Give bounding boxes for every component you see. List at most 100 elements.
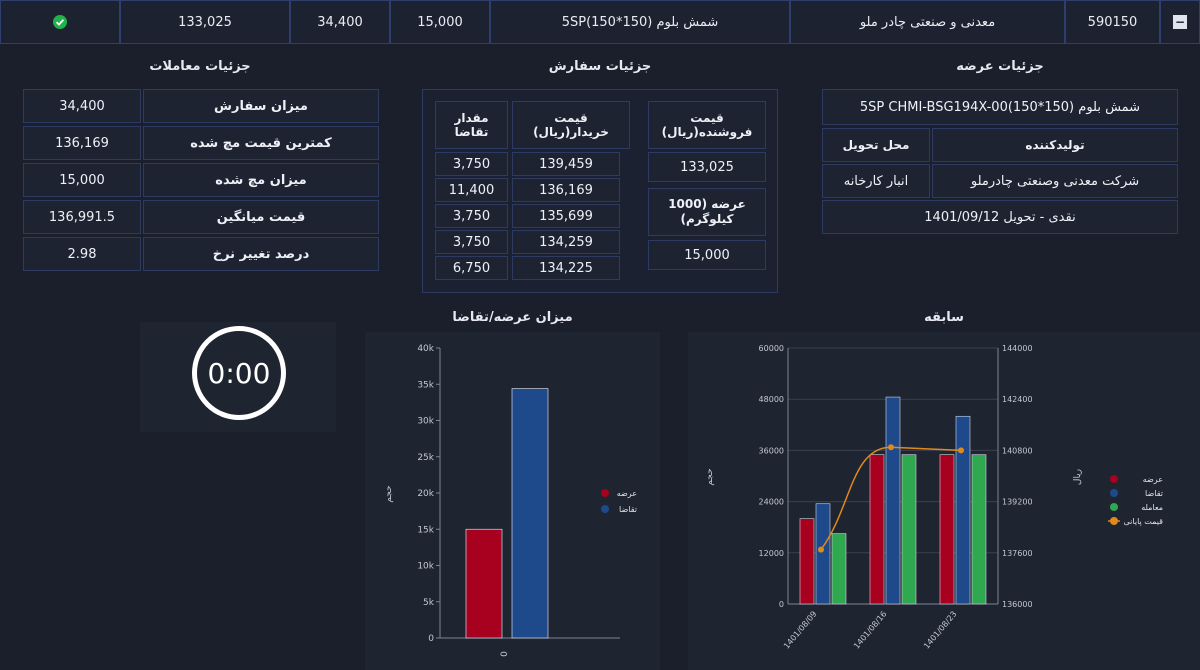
order-row-qty: 3,750 [435,152,508,176]
y2-tick-label: 142400 [1002,395,1033,404]
legend-marker [1110,489,1118,497]
y2-tick-label: 144000 [1002,344,1033,353]
legend-marker [1110,517,1118,525]
y2-tick-label: 140800 [1002,446,1033,455]
summary-supply: 15,000 [390,0,490,44]
history-title: سابقه [924,310,964,325]
x-tick-label: 1401/08/16 [852,610,889,651]
history-bar[interactable] [971,454,987,605]
bar-demand[interactable] [511,388,549,639]
history-chart: 0 12000 24000 36000 48000 60000 136000 137600 13… [705,344,1164,651]
y-tick-label: 0 [428,634,434,644]
history-bar[interactable] [869,454,885,605]
order-row-price: 134,225 [512,256,620,280]
y-tick-label: 20k [417,489,434,499]
status-cell [0,0,120,44]
x-tick-label: 1401/08/09 [782,610,819,651]
legend-marker [601,505,609,513]
legend-marker [1110,503,1118,511]
price-point[interactable] [958,447,964,454]
legend-label[interactable]: تقاضا [1145,489,1163,498]
y-axis-label: حجم [705,468,715,485]
producer-header: تولیدکننده [932,128,1178,162]
delivery-header: محل تحویل [822,128,930,162]
seller-price-value: 133,025 [648,152,766,182]
summary-demand: 34,400 [290,0,390,44]
legend-label[interactable]: قیمت پایانی [1124,517,1164,526]
qty-header: مقدار تقاضا [435,101,508,149]
history-chart-panel: 0 12000 24000 36000 48000 60000 136000 137600 13… [688,332,1200,670]
seller-price-header: قیمت فروشنده(ریال) [648,101,766,149]
trade-row-value: 136,169 [23,126,141,160]
trade-row-value: 15,000 [23,163,141,197]
legend-marker [1110,475,1118,483]
price-point[interactable] [818,546,824,553]
y2-tick-label: 139200 [1002,498,1033,507]
offer-product: 5SP CHMI-BSG194X-00(150*150) شمش بلوم [822,89,1178,125]
trade-row-value: 34,400 [23,89,141,123]
supply-value: 15,000 [648,240,766,270]
y-axis-label: حجم [384,485,394,502]
y-tick-label: 48000 [759,395,784,404]
y-tick-label: 24000 [759,498,784,507]
summary-symbol: 590150 [1065,0,1160,44]
trade-row-label: کمترین قیمت مچ شده [143,126,379,160]
trade-row-label: درصد تغییر نرخ [143,237,379,271]
producer-value: شرکت معدنی وصنعتی چادرملو [932,164,1178,198]
x-tick-label: 0 [500,651,510,657]
y-tick-label: 30k [417,417,434,427]
y2-tick-label: 137600 [1002,549,1033,558]
history-bar[interactable] [815,503,831,605]
order-row-qty: 3,750 [435,204,508,228]
bar-supply[interactable] [465,528,503,639]
y-tick-label: 25k [417,453,434,463]
summary-producer: معدنی و صنعتی چادر ملو [790,0,1065,44]
order-row-qty: 11,400 [435,178,508,202]
y2-tick-label: 136000 [1002,600,1033,609]
y-tick-label: 40k [417,344,434,354]
y-tick-label: 35k [417,380,434,390]
orders-title: جزئیات سفارش [548,59,652,74]
price-point[interactable] [888,444,894,451]
trade-row-label: میزان سفارش [143,89,379,123]
countdown-timer: 0:00 [192,326,286,420]
supply-demand-title: میزان عرضه/تقاضا [452,310,573,325]
delivery-value: انبار کارخانه [822,164,930,198]
legend-label[interactable]: تقاضا [619,505,637,514]
supply-demand-chart-panel: 0 5k 10k 15k 20k 25k 30k 35k 40k حجم 0 عرضه تقاضا [365,332,660,670]
y-tick-label: 10k [417,562,434,572]
history-bar[interactable] [885,396,901,605]
y-tick-label: 60000 [759,344,784,353]
order-row-price: 135,699 [512,204,620,228]
buyer-price-header: قیمت خریدار(ریال) [512,101,630,149]
trades-title: جزئیات معاملات [149,59,251,74]
x-tick-label: 1401/08/23 [922,610,959,651]
legend-label[interactable]: عرضه [1143,475,1163,484]
y-tick-label: 5k [423,598,435,608]
order-row-qty: 3,750 [435,230,508,254]
price-line [820,446,962,551]
legend-label[interactable]: معامله [1141,503,1163,512]
order-row-qty: 6,750 [435,256,508,280]
y-tick-label: 15k [417,525,434,535]
history-bar[interactable] [955,415,971,605]
supply-header: عرضه (1000 کیلوگرم) [648,188,766,236]
history-bar[interactable] [831,533,847,605]
y-tick-label: 12000 [759,549,784,558]
collapse-icon: − [1173,15,1187,29]
history-bar[interactable] [939,454,955,605]
legend-label[interactable]: عرضه [617,489,637,498]
collapse-button[interactable]: − [1160,0,1200,44]
trade-row-label: قیمت میانگین [143,200,379,234]
y2-axis-label: ریال [1073,469,1083,485]
history-bar[interactable] [799,518,815,605]
trade-row-value: 2.98 [23,237,141,271]
supply-demand-chart: 0 5k 10k 15k 20k 25k 30k 35k 40k حجم 0 عرضه تقاضا [384,344,637,657]
summary-product: 5SP(150*150) شمش بلوم [490,0,790,44]
order-row-price: 136,169 [512,178,620,202]
y-tick-label: 0 [779,600,784,609]
history-bar[interactable] [901,454,917,605]
summary-price: 133,025 [120,0,290,44]
trade-row-value: 136,991.5 [23,200,141,234]
offer-title: جزئیات عرضه [956,59,1044,74]
